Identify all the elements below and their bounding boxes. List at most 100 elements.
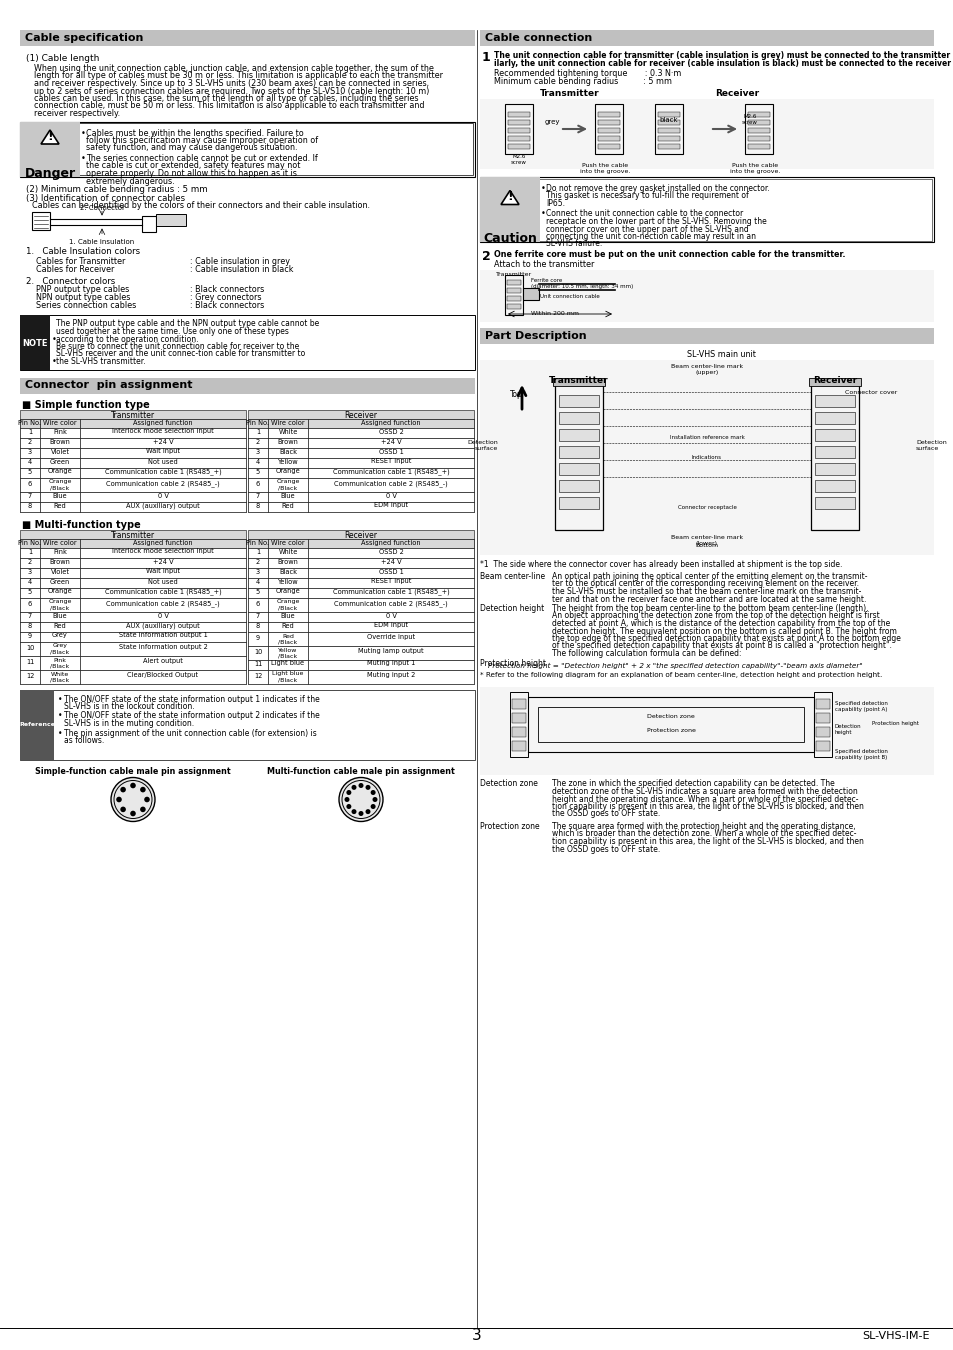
Text: Indications: Indications (691, 455, 721, 460)
Text: 7: 7 (28, 493, 32, 498)
Text: Brown: Brown (50, 559, 71, 564)
Bar (20, 690, 54, 760)
Text: Muting input 2: Muting input 2 (366, 672, 415, 679)
Text: +24 V: +24 V (152, 439, 173, 444)
Bar (268, 632, 308, 645)
Text: * Refer to the following diagram for an explanation of beam center-line, detecti: * Refer to the following diagram for an … (479, 672, 882, 679)
Text: of the specified detection capability that exists at point B is called a "protec: of the specified detection capability th… (552, 641, 891, 651)
Text: Assigned function: Assigned function (133, 540, 193, 545)
Bar (20, 598, 246, 612)
Text: Pin No.: Pin No. (246, 540, 270, 545)
Text: Within 200 mm: Within 200 mm (531, 310, 578, 316)
Bar (747, 120, 769, 126)
Text: Receiver: Receiver (714, 89, 759, 99)
Text: Grey: Grey (52, 633, 68, 639)
Bar (80, 641, 246, 656)
Bar (20, 458, 40, 467)
Text: Brown: Brown (277, 439, 298, 444)
Bar (814, 463, 854, 475)
Bar (80, 612, 246, 621)
Text: 0 V: 0 V (157, 613, 169, 618)
Bar (506, 279, 520, 285)
Bar (20, 567, 40, 578)
Bar (20, 428, 246, 437)
Text: 2: 2 (28, 559, 32, 564)
Text: 6: 6 (28, 601, 32, 606)
Bar (744, 104, 772, 154)
Bar (808, 378, 861, 386)
Text: : Grey connectors: : Grey connectors (190, 293, 261, 302)
Text: Detection height: Detection height (479, 603, 543, 613)
Bar (248, 587, 474, 598)
Text: /Black: /Black (51, 486, 70, 490)
Text: Wait input: Wait input (146, 568, 180, 575)
Text: Pink: Pink (53, 548, 67, 555)
Bar (598, 120, 619, 126)
Bar (814, 429, 854, 441)
Bar (248, 612, 474, 621)
Text: •: • (81, 128, 86, 138)
Text: Cables can be identified by the colors of their connectors and their cable insul: Cables can be identified by the colors o… (32, 201, 370, 211)
Bar (268, 660, 308, 670)
Bar (20, 529, 246, 539)
Text: Connector  pin assignment: Connector pin assignment (25, 381, 193, 390)
Circle shape (120, 806, 126, 813)
Bar (507, 128, 530, 134)
Text: 2: 2 (28, 439, 32, 444)
Text: Brown: Brown (50, 439, 71, 444)
Bar (747, 144, 769, 148)
Circle shape (365, 784, 370, 790)
Bar (248, 529, 474, 539)
Bar (747, 136, 769, 140)
Text: The PNP output type cable and the NPN output type cable cannot be: The PNP output type cable and the NPN ou… (56, 320, 319, 328)
Bar (308, 428, 474, 437)
Circle shape (372, 796, 377, 802)
Text: Pink: Pink (53, 428, 67, 435)
Text: 9: 9 (255, 634, 260, 640)
Bar (20, 418, 40, 428)
Bar (512, 726, 525, 737)
Bar (814, 481, 854, 491)
Text: Push the cable
into the groove.: Push the cable into the groove. (729, 163, 780, 174)
Bar (268, 578, 308, 587)
Bar (248, 458, 268, 467)
Bar (248, 670, 474, 683)
Bar (248, 645, 474, 660)
Text: 4: 4 (255, 459, 260, 464)
Text: Blue: Blue (52, 493, 68, 498)
Bar (308, 558, 474, 567)
Bar (248, 428, 474, 437)
Text: Protection zone: Protection zone (479, 822, 539, 832)
Bar (248, 491, 474, 501)
Bar (248, 418, 268, 428)
Bar (20, 478, 246, 491)
Bar (40, 598, 80, 612)
Bar (248, 578, 474, 587)
Text: Pin No.: Pin No. (18, 540, 42, 545)
Text: Reference: Reference (19, 721, 55, 726)
Bar (20, 447, 40, 458)
Circle shape (351, 809, 356, 814)
Text: /Black: /Black (51, 663, 70, 668)
Text: Transmitter: Transmitter (111, 412, 155, 420)
Bar (248, 447, 474, 458)
Text: the OSSD goes to OFF state.: the OSSD goes to OFF state. (552, 845, 659, 853)
Text: 2: 2 (255, 559, 260, 564)
Text: 6: 6 (28, 481, 32, 486)
Text: The height from the top beam center-line to the bottom beam center-line (length): The height from the top beam center-line… (552, 603, 867, 613)
Text: which is broader than the detection zone. When a whole of the specified detec-: which is broader than the detection zone… (552, 829, 856, 838)
Text: /Black: /Black (51, 649, 70, 655)
Bar (248, 587, 268, 598)
Text: SL-VHS is in the lockout condition.: SL-VHS is in the lockout condition. (64, 702, 194, 711)
Text: Black: Black (278, 568, 296, 575)
Bar (80, 548, 246, 558)
Polygon shape (500, 190, 518, 204)
Text: Alert output: Alert output (143, 659, 183, 664)
Text: White: White (51, 671, 69, 676)
Text: Yellow: Yellow (277, 459, 298, 464)
Bar (268, 587, 308, 598)
Text: 2: 2 (481, 250, 490, 263)
Bar (80, 478, 246, 491)
Text: M2.6
screw: M2.6 screw (741, 113, 757, 124)
Text: SL-VHS failure.: SL-VHS failure. (545, 239, 601, 248)
